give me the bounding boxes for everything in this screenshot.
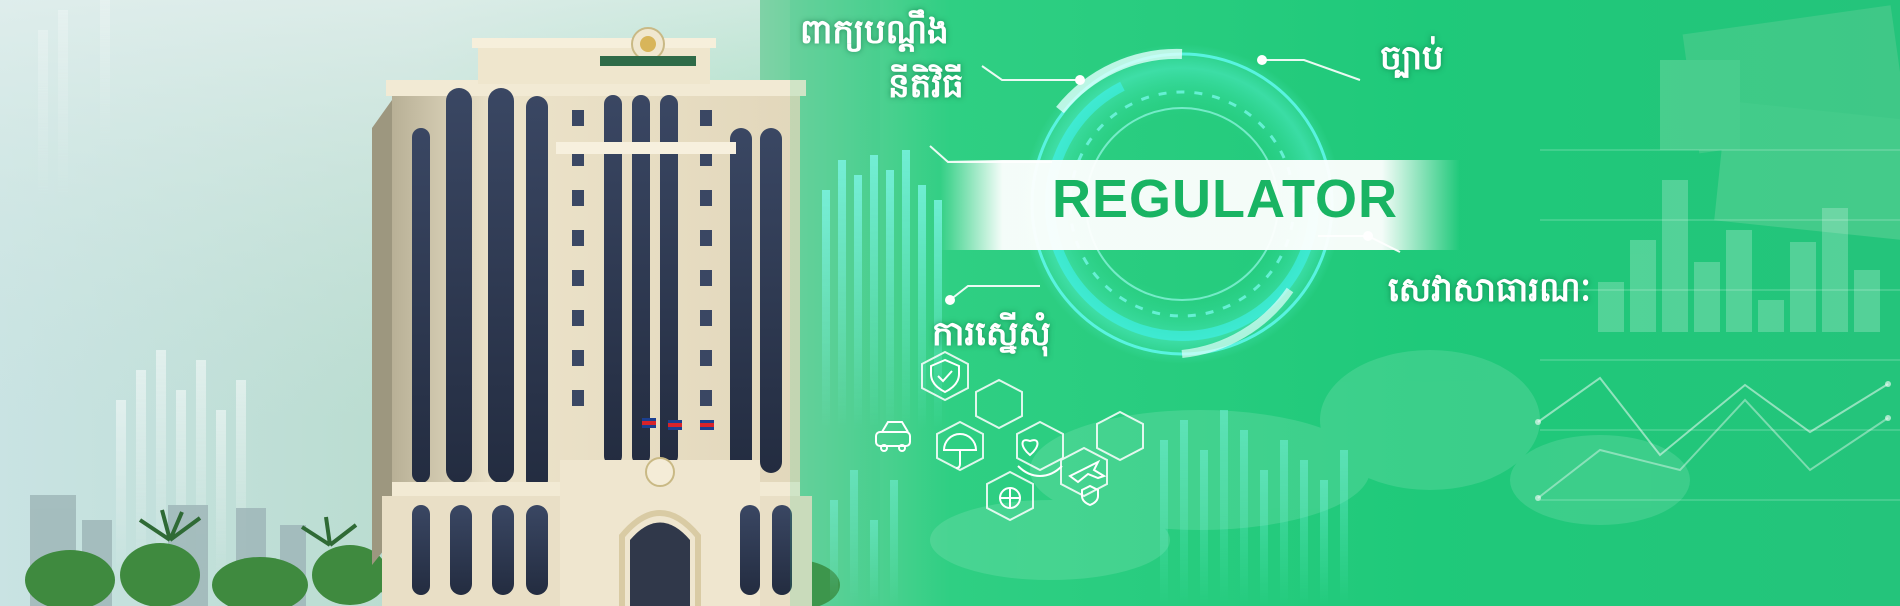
label-public-service: សេវាសាធារណៈ xyxy=(1388,270,1591,310)
label-request: ការស្នើសុំ xyxy=(932,314,1051,354)
label-complaint: ពាក្យបណ្ដឹង xyxy=(800,12,949,52)
shield-check-icon xyxy=(930,358,960,394)
plane-shield-icon xyxy=(1068,459,1107,484)
umbrella-money-icon xyxy=(942,433,978,451)
label-procedure: នីតិវិធី xyxy=(888,66,964,106)
hex-1 xyxy=(921,350,969,402)
label-law: ច្បាប់ xyxy=(1380,38,1444,78)
regulator-title: REGULATOR xyxy=(1052,169,1398,229)
building xyxy=(372,27,812,606)
hands-health-icon xyxy=(1021,439,1039,457)
car-protection-icon xyxy=(875,431,911,447)
